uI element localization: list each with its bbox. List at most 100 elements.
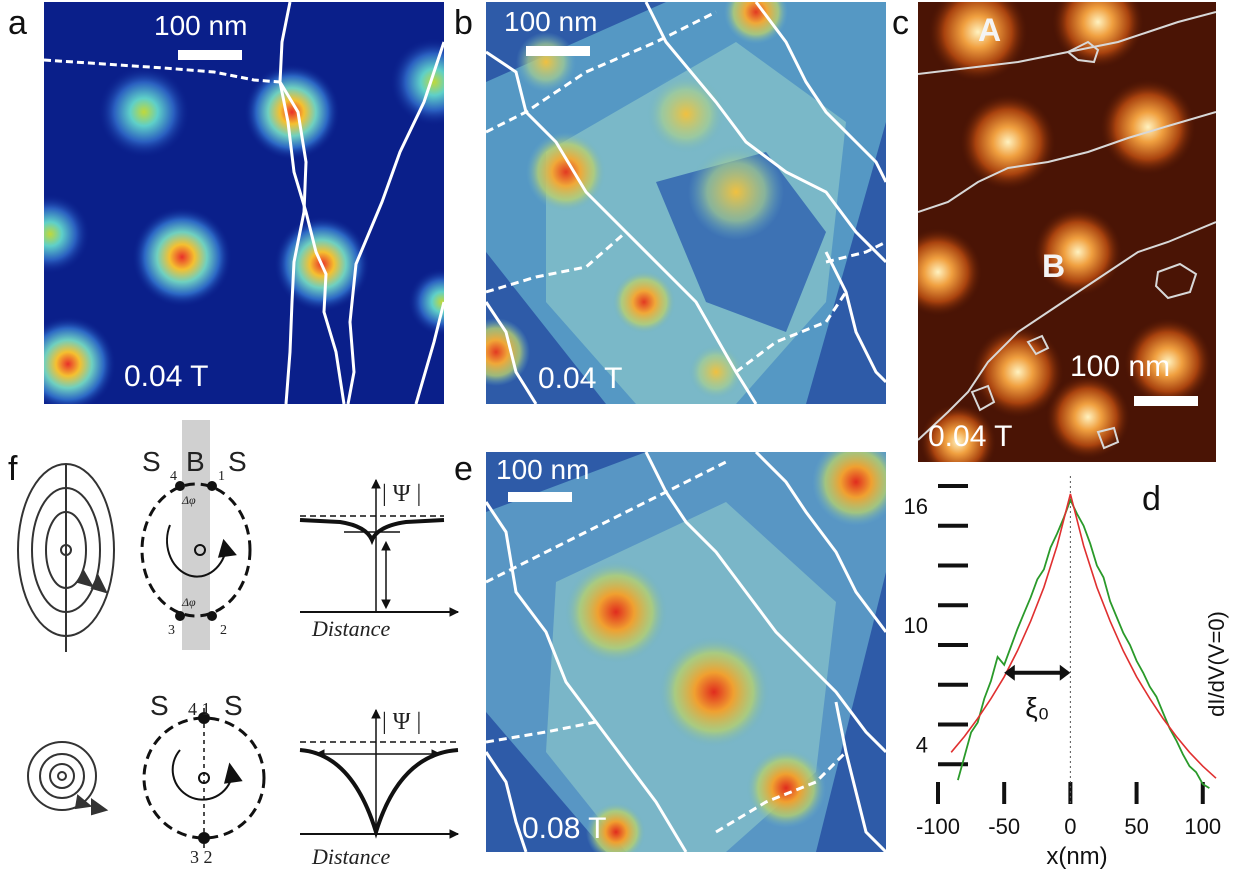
x-tick-label: -50 xyxy=(988,814,1020,839)
vortex-spot xyxy=(44,194,90,274)
barrier-label: B xyxy=(186,446,205,477)
grain-boundary xyxy=(970,384,996,412)
superconductor-label: S xyxy=(150,690,169,721)
scale-bar-label: 100 nm xyxy=(154,10,248,41)
x-tick-label: 0 xyxy=(1064,814,1076,839)
scale-bar xyxy=(1134,396,1198,406)
panel-d-profile-chart: 4 10 16 -100 -50 0 50 100 ξ₀ d dI/dV(V=0) x(nm) xyxy=(890,464,1236,880)
vortex-spot xyxy=(724,2,788,44)
x-tick-label: 100 xyxy=(1184,814,1221,839)
vortex-spot xyxy=(1122,316,1214,408)
grain-boundary xyxy=(486,301,538,404)
junction-node xyxy=(198,832,210,844)
xi-label: ξ₀ xyxy=(1025,692,1049,723)
vortex-spot xyxy=(1050,2,1146,70)
psi-profile-top xyxy=(299,478,460,617)
y-tick-label: 10 xyxy=(904,613,928,638)
vortex-spot xyxy=(612,270,676,334)
grain-boundary xyxy=(486,501,688,852)
node-number: 1 xyxy=(218,469,225,484)
vortex-spot xyxy=(586,802,646,852)
junction-loop-bottom xyxy=(142,708,266,850)
psi-profile-bottom xyxy=(299,708,460,839)
vortex-spot xyxy=(1098,77,1198,177)
superconductor-label: S xyxy=(224,690,243,721)
vortex-spot xyxy=(564,560,668,664)
panel-label-e: e xyxy=(454,450,473,488)
xi-arrowhead-left xyxy=(1004,664,1015,681)
scale-bar xyxy=(178,50,242,60)
panel-label-d: d xyxy=(1142,480,1161,518)
region-label-b: B xyxy=(1042,248,1066,284)
grain-boundary-dashed xyxy=(825,240,886,264)
superconductor-label: S xyxy=(228,446,247,477)
x-tick-label: -100 xyxy=(916,814,960,839)
grain-boundary xyxy=(1066,40,1100,64)
grain-boundary xyxy=(486,751,528,852)
vortex-spot xyxy=(390,38,444,126)
vortex-spot xyxy=(658,636,770,748)
panel-label-c: c xyxy=(892,4,909,42)
vortex-spot xyxy=(98,66,190,158)
field-label: 0.04 T xyxy=(928,420,1013,453)
panel-b-vortex-map: 100 nm 0.04 T xyxy=(486,2,886,404)
grain-boundary xyxy=(918,221,1216,441)
vortex-spot xyxy=(132,207,232,307)
grain-boundary xyxy=(278,81,308,404)
x-axis-label: x(nm) xyxy=(1046,843,1107,870)
grain-boundary xyxy=(754,452,886,633)
junction-node xyxy=(207,611,217,621)
barrier-strip xyxy=(182,420,210,650)
vortex-spot xyxy=(970,324,1066,420)
phase-jump-label: Δφ xyxy=(182,595,196,609)
panel-c-stm-map: A B 100 nm 0.04 T xyxy=(918,2,1216,462)
node-number: 2 xyxy=(220,623,227,638)
grain-boundary xyxy=(1154,262,1198,300)
region-label-a: A xyxy=(978,12,1002,48)
grain-boundary xyxy=(486,50,758,404)
grain-boundary xyxy=(1096,426,1120,450)
grain-boundary xyxy=(918,111,1216,213)
panel-label-f: f xyxy=(8,450,18,488)
vortex-spot xyxy=(812,452,886,526)
grain-boundary xyxy=(754,2,886,183)
grain-boundary-dashed xyxy=(735,291,848,374)
panel-e-vortex-map: 100 nm 0.08 T xyxy=(486,452,886,852)
grain-boundary-dashed xyxy=(44,58,281,84)
grain-boundary xyxy=(346,41,444,404)
round-vortex-spiral xyxy=(27,741,109,816)
field-label: 0.04 T xyxy=(124,360,209,393)
grain-boundary xyxy=(918,11,1216,75)
psi-axis-label: | Ψ | xyxy=(382,709,422,735)
junction-node xyxy=(198,712,210,724)
grain-boundary xyxy=(1026,334,1050,356)
field-label: 0.08 T xyxy=(522,812,607,845)
grain-boundary-dashed xyxy=(715,750,848,834)
y-tick-label: 4 xyxy=(916,732,928,757)
distance-axis-label: Distance xyxy=(312,616,391,641)
scale-bar xyxy=(526,46,590,56)
panel-f-schematics: S B S 4 1 Δφ Δφ 3 2 | Ψ | Distance S 4 1… xyxy=(0,420,460,880)
x-tick-label: 50 xyxy=(1124,814,1148,839)
vortex-spot xyxy=(1044,373,1132,461)
vortex-spot xyxy=(486,318,530,386)
scale-bar-label: 100 nm xyxy=(1070,350,1171,383)
distance-axis-label: Distance xyxy=(312,844,391,869)
panel-label-b: b xyxy=(454,4,473,42)
node-number: 4 1 xyxy=(188,699,211,719)
grain-boundary xyxy=(644,2,886,264)
y-axis-label: dI/dV(V=0) xyxy=(1204,611,1229,717)
junction-node xyxy=(175,611,185,621)
vortex-spot xyxy=(408,268,444,336)
psi-axis-label: | Ψ | xyxy=(382,481,422,507)
scale-bar-label: 100 nm xyxy=(504,6,598,37)
vortex-spot xyxy=(958,92,1058,192)
scale-bar xyxy=(508,492,572,502)
scale-bar-label: 100 nm xyxy=(496,454,590,485)
grain-boundary xyxy=(824,251,886,384)
grain-boundary-dashed xyxy=(486,230,627,294)
grain-boundary-dashed xyxy=(486,720,597,744)
node-number: 4 xyxy=(170,469,177,484)
superconductor-label: S xyxy=(142,446,161,477)
phase-jump-label: Δφ xyxy=(182,493,196,507)
